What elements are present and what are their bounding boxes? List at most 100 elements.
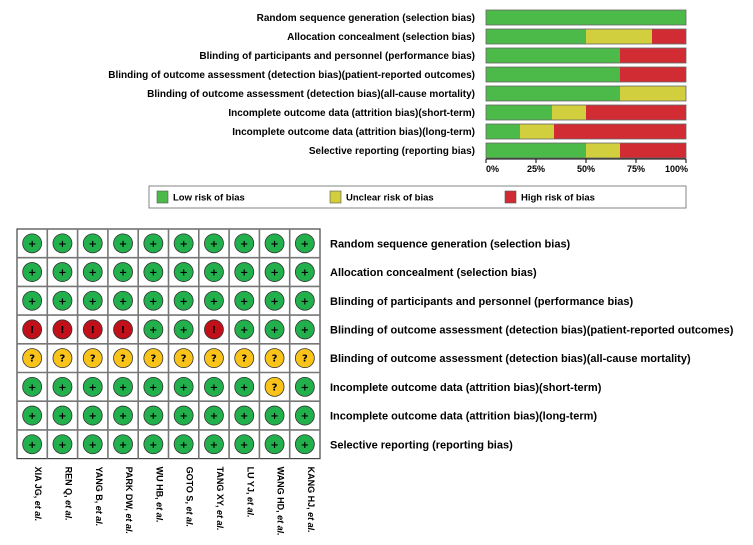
risk-dot-low: [264, 233, 285, 254]
bar-category-label: Selective reporting (reporting bias): [309, 146, 475, 157]
risk-symbol: +: [179, 440, 187, 451]
bar-segment: [486, 143, 586, 158]
risk-symbol: !: [90, 325, 95, 336]
risk-dot-low: [294, 434, 315, 455]
risk-dot-low: [22, 405, 43, 426]
risk-dot-low: [204, 405, 224, 426]
risk-dot-low: [143, 376, 164, 397]
risk-symbol: +: [58, 440, 66, 451]
risk-dot-low: [52, 376, 73, 397]
x-tick-label: 25%: [527, 164, 545, 174]
risk-symbol: +: [301, 296, 309, 307]
risk-symbol: +: [119, 268, 127, 279]
bar-segment: [486, 124, 520, 139]
study-etal: et al.: [124, 513, 134, 534]
study-name: PARK DW,: [124, 467, 134, 514]
legend-swatch: [156, 190, 169, 204]
risk-symbol: +: [270, 239, 278, 250]
risk-dot-low: [22, 262, 43, 282]
summary-row-label: Allocation concealment (selection bias): [330, 267, 537, 279]
risk-dot-low: [143, 233, 164, 254]
bar-outline: [485, 47, 687, 64]
study-name: YANG B,: [94, 467, 104, 506]
study-etal: et al.: [33, 501, 43, 522]
risk-dot-low: [204, 262, 224, 282]
bar-segment: [620, 86, 686, 101]
risk-dot-unclear: [82, 348, 103, 369]
risk-dot-low: [234, 290, 255, 311]
risk-symbol: +: [210, 239, 218, 250]
risk-dot-low: [204, 376, 224, 397]
risk-dot-unclear: [113, 348, 133, 369]
risk-dot-low: [264, 434, 285, 455]
risk-dot-low: [52, 290, 73, 311]
risk-dot-low: [173, 434, 194, 455]
bar-segment: [486, 29, 586, 44]
risk-symbol: +: [240, 411, 248, 422]
x-tick-label: 100%: [665, 164, 688, 174]
risk-dot-low: [113, 405, 133, 426]
risk-symbol: +: [58, 296, 66, 307]
risk-dot-high: [82, 319, 103, 340]
legend-swatch: [504, 190, 517, 204]
risk-dot-low: [22, 290, 43, 311]
study-name: TANG XY,: [215, 467, 225, 510]
study-label: REN Q, et al.: [63, 467, 73, 521]
risk-symbol: ?: [272, 382, 278, 393]
x-tick-label: 0%: [486, 164, 499, 174]
study-label: GOTO S, et al.: [185, 467, 195, 527]
summary-row-label: Selective reporting (reporting bias): [330, 439, 513, 451]
risk-symbol: +: [240, 239, 248, 250]
risk-symbol: +: [240, 296, 248, 307]
risk-dot-low: [143, 405, 164, 426]
bar-outline: [485, 85, 687, 102]
study-label: WANG HD, et al.: [276, 467, 286, 536]
bar-outline: [485, 123, 687, 140]
risk-dot-low: [234, 405, 255, 426]
bar-segment: [486, 67, 620, 82]
summary-row-label: Blinding of outcome assessment (detectio…: [330, 353, 691, 365]
legend-label: High risk of bias: [521, 193, 595, 204]
risk-symbol: +: [301, 239, 309, 250]
risk-symbol: +: [270, 325, 278, 336]
risk-symbol: +: [89, 440, 97, 451]
bar-segment: [486, 10, 686, 25]
risk-of-bias-graph: Random sequence generation (selection bi…: [108, 9, 688, 209]
risk-symbol: +: [58, 382, 66, 393]
risk-symbol: ?: [120, 354, 126, 365]
bar-outline: [485, 66, 687, 83]
risk-symbol: +: [28, 440, 36, 451]
bar-segment: [520, 124, 554, 139]
study-name: KANG HJ,: [306, 467, 316, 513]
bar-segment: [652, 29, 686, 44]
risk-dot-low: [294, 319, 315, 340]
risk-dot-low: [82, 434, 103, 455]
bar-outline: [485, 142, 687, 159]
summary-row-label: Incomplete outcome data (attrition bias)…: [330, 382, 602, 394]
study-name: GOTO S,: [185, 467, 195, 507]
risk-symbol: +: [210, 440, 218, 451]
risk-symbol: +: [28, 411, 36, 422]
risk-symbol: +: [149, 411, 157, 422]
risk-symbol: +: [270, 411, 278, 422]
bar-outline: [485, 28, 687, 45]
bar-segment: [486, 48, 620, 63]
risk-dot-low: [264, 290, 285, 311]
risk-symbol: +: [270, 440, 278, 451]
risk-dot-low: [173, 233, 194, 254]
risk-dot-low: [52, 262, 73, 282]
bar-segment: [486, 105, 552, 120]
risk-symbol: +: [149, 382, 157, 393]
risk-dot-low: [234, 434, 255, 455]
bar-outline: [485, 104, 687, 121]
study-name: LU YJ,: [245, 467, 255, 497]
bar-segment: [554, 124, 686, 139]
risk-symbol: +: [28, 296, 36, 307]
risk-symbol: +: [119, 440, 127, 451]
risk-symbol: ?: [302, 354, 308, 365]
risk-dot-low: [234, 233, 255, 254]
risk-symbol: +: [149, 440, 157, 451]
risk-symbol: +: [119, 296, 127, 307]
risk-symbol: +: [119, 239, 127, 250]
